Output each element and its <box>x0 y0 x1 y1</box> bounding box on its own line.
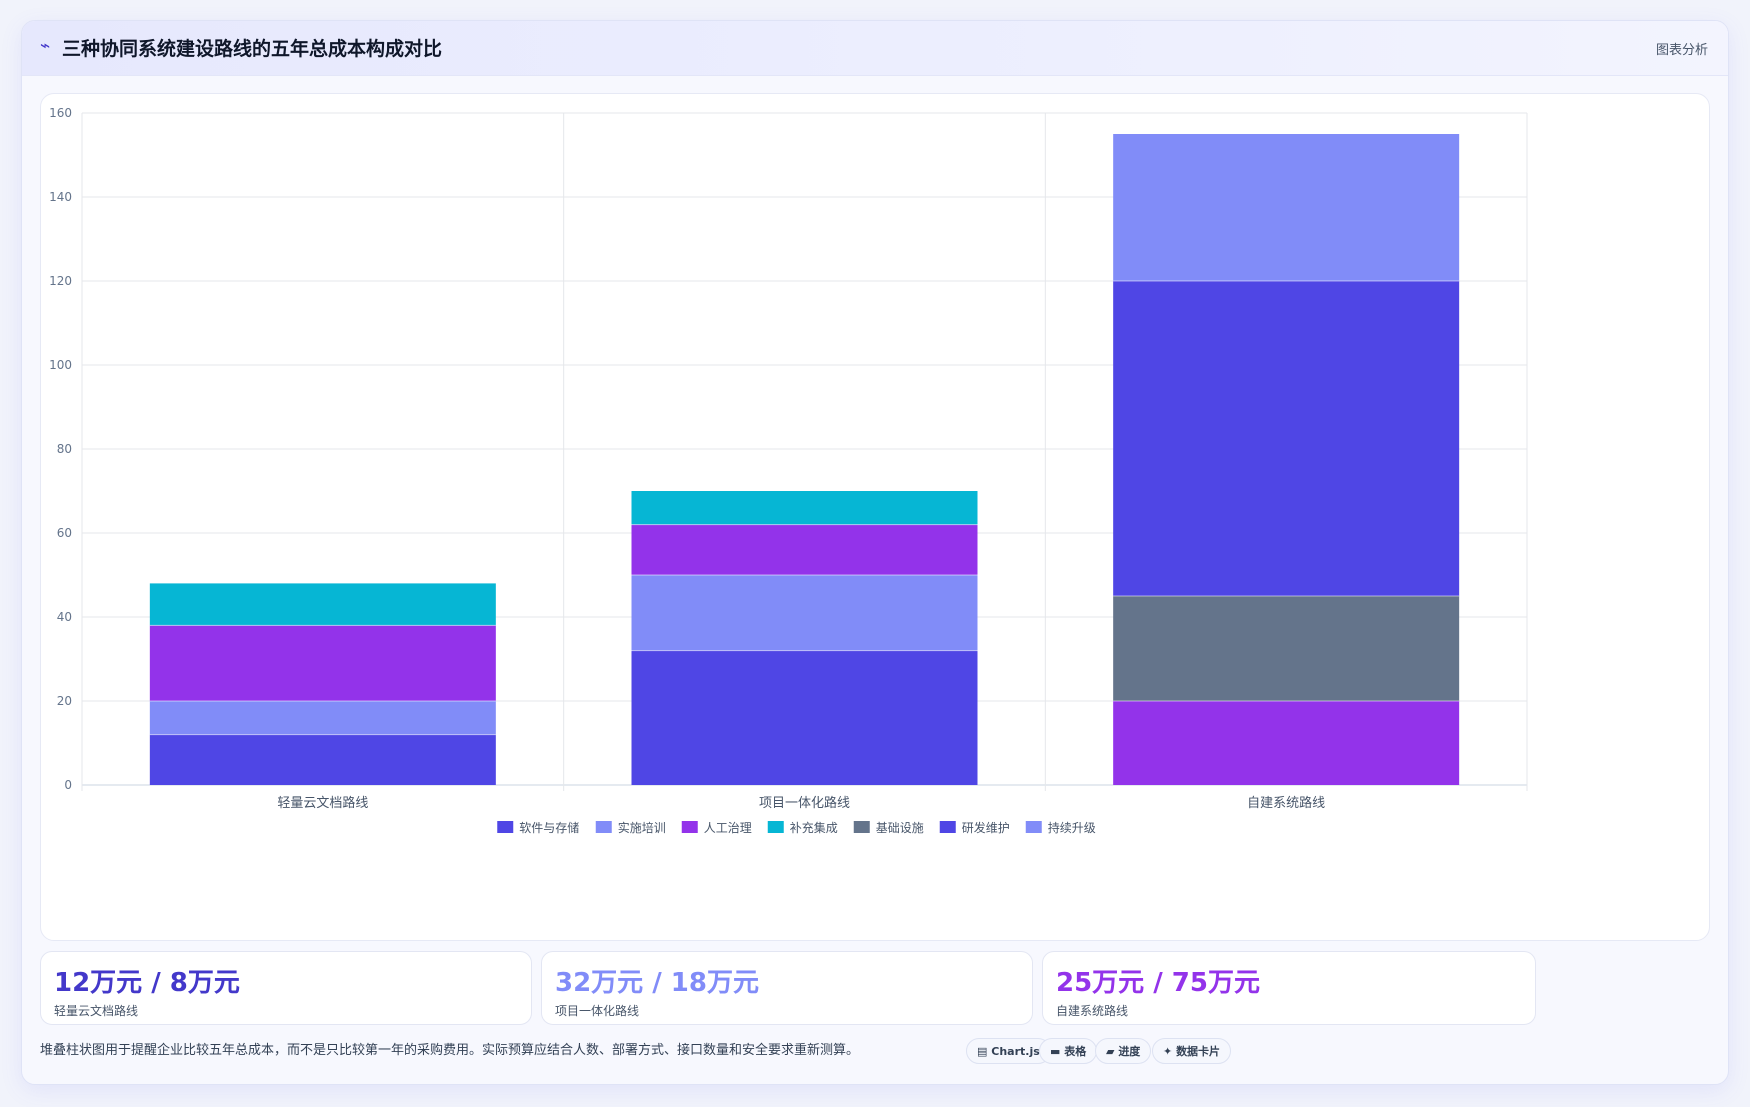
x-tick-label: 自建系统路线 <box>1247 795 1325 811</box>
bar-segment <box>149 734 496 785</box>
bar-segment <box>631 524 978 575</box>
legend-label: 人工治理 <box>704 821 752 835</box>
stat-value: 32万元 / 18万元 <box>555 968 759 998</box>
legend-swatch <box>497 821 514 833</box>
chart-analysis-label[interactable]: 图表分析 <box>1655 43 1708 58</box>
tag-progress[interactable]: ▰ 进度 <box>1095 1038 1152 1064</box>
stat-card-light: 12万元 / 8万元 轻量云文档路线 <box>40 951 532 1025</box>
legend-swatch <box>939 821 956 833</box>
y-tick-label: 80 <box>57 442 72 456</box>
chart-footnote: 堆叠柱状图用于提醒企业比较五年总成本，而不是只比较第一年的采购费用。实际预算应结… <box>40 1043 860 1058</box>
progress-icon: ▰ <box>1106 1045 1115 1058</box>
chart-title: 三种协同系统建设路线的五年总成本构成对比 <box>62 38 443 60</box>
tag-data-card[interactable]: ✦ 数据卡片 <box>1152 1038 1232 1064</box>
bar-segment <box>1113 701 1460 785</box>
table-icon: ▬ <box>1050 1045 1061 1058</box>
legend-swatch <box>595 821 612 833</box>
tag-label: 数据卡片 <box>1176 1045 1221 1058</box>
legend-label: 基础设施 <box>876 821 924 835</box>
legend-swatch <box>767 821 784 833</box>
legend-label: 软件与存储 <box>519 820 579 835</box>
bar-segment <box>149 701 496 735</box>
bar-segment <box>1113 281 1460 596</box>
legend-swatch <box>681 821 698 833</box>
bar-segment <box>149 583 496 626</box>
legend-label: 持续升级 <box>1048 820 1096 835</box>
y-tick-label: 160 <box>49 106 72 120</box>
y-tick-label: 20 <box>57 694 72 708</box>
tag-label: Chart.js <box>991 1045 1040 1058</box>
stat-label: 自建系统路线 <box>1056 1004 1129 1018</box>
y-tick-label: 140 <box>49 190 72 204</box>
y-tick-label: 60 <box>57 526 72 540</box>
bar-segment <box>1113 596 1460 701</box>
y-tick-label: 120 <box>49 274 72 288</box>
legend-label: 研发维护 <box>962 820 1010 835</box>
legend-label: 补充集成 <box>790 820 838 835</box>
y-tick-label: 40 <box>57 610 72 624</box>
stat-label: 轻量云文档路线 <box>54 1004 139 1018</box>
stat-value: 25万元 / 75万元 <box>1056 968 1260 998</box>
legend-swatch <box>1025 821 1042 833</box>
chart-card: ⌁ 三种协同系统建设路线的五年总成本构成对比 图表分析 0 20 40 60 80 100… <box>21 20 1729 1085</box>
tag-label: 进度 <box>1118 1045 1141 1058</box>
sparkle-icon: ✦ <box>1163 1045 1173 1058</box>
x-tick-label: 轻量云文档路线 <box>277 795 368 811</box>
chart-line-icon: ⌁ <box>40 36 51 56</box>
tag-chartjs[interactable]: ▤ Chart.js <box>966 1038 1051 1064</box>
stat-card-self-built: 25万元 / 75万元 自建系统路线 <box>1042 951 1536 1025</box>
bar-segment <box>631 575 978 651</box>
legend-swatch <box>853 821 870 833</box>
x-tick-label: 项目一体化路线 <box>759 795 850 811</box>
bar-segment <box>631 491 978 525</box>
y-tick-label: 100 <box>49 358 72 372</box>
tag-table[interactable]: ▬ 表格 <box>1039 1038 1098 1064</box>
chart-panel: 0 20 40 60 80 100 120 140 160 轻量云文档路线 项目一体化路线 自建系统路… <box>40 93 1710 941</box>
legend-label: 实施培训 <box>618 820 666 835</box>
bar-segment <box>1113 134 1460 281</box>
tag-label: 表格 <box>1064 1045 1087 1058</box>
bar-segment <box>631 650 978 785</box>
stat-card-integrated: 32万元 / 18万元 项目一体化路线 <box>541 951 1033 1025</box>
card-header: ⌁ 三种协同系统建设路线的五年总成本构成对比 图表分析 <box>22 21 1728 76</box>
y-tick-label: 0 <box>64 778 72 792</box>
stat-value: 12万元 / 8万元 <box>54 968 240 998</box>
stacked-bar-chart: 0 20 40 60 80 100 120 140 160 轻量云文档路线 项目一体化路线 自建系统路… <box>49 106 1528 835</box>
bar-segment <box>149 625 496 701</box>
stat-label: 项目一体化路线 <box>555 1004 640 1018</box>
chart-icon: ▤ <box>977 1045 988 1058</box>
